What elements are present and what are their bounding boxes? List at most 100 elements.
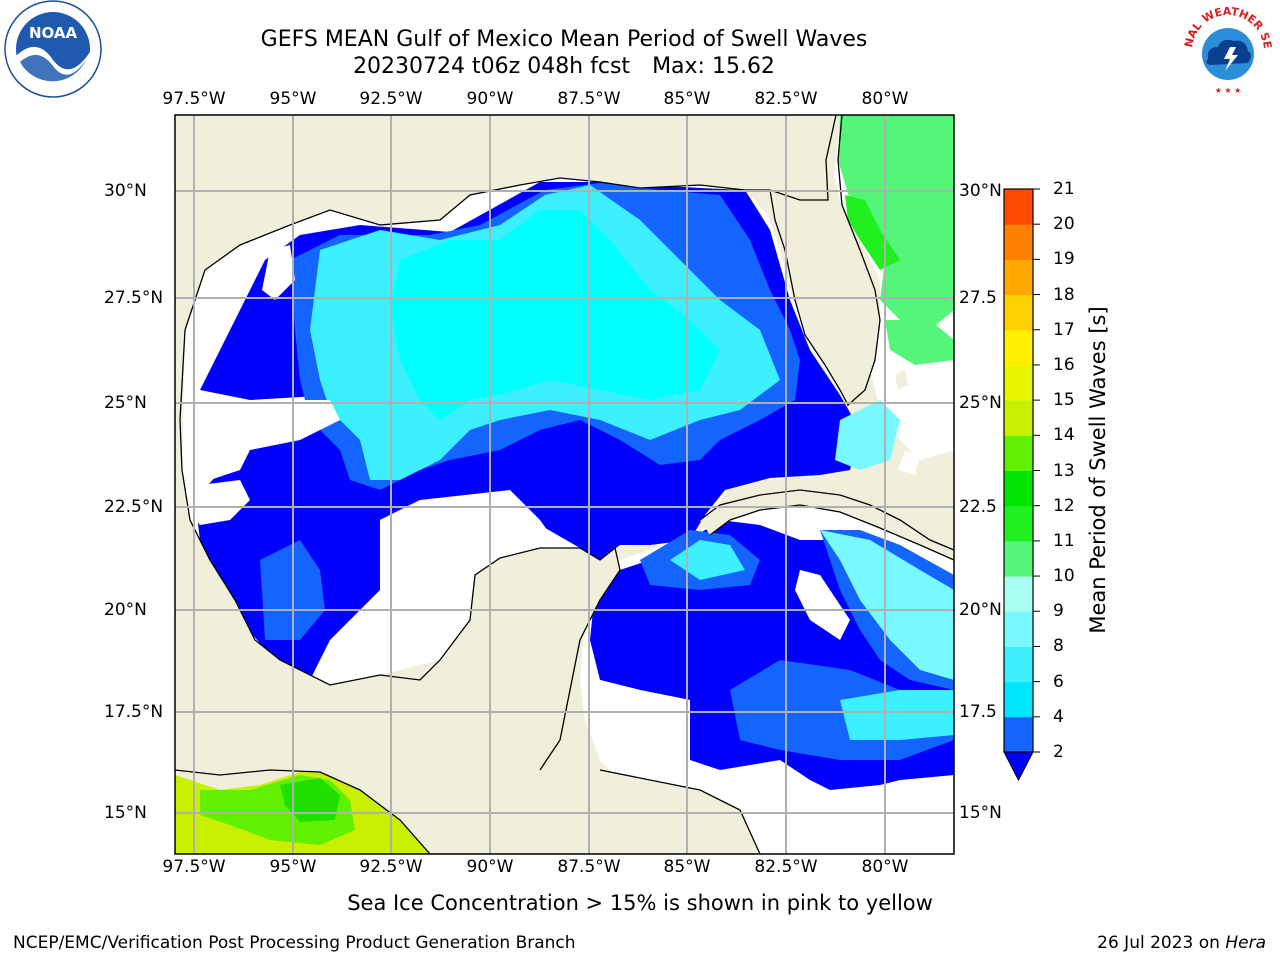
lon-tick-top: 82.5°W <box>754 89 818 109</box>
colorbar-segment <box>1004 611 1033 647</box>
colorbar <box>1003 188 1040 782</box>
swell-band-9-10 <box>838 115 954 330</box>
nodata-patch-4 <box>262 245 295 300</box>
swell-band-10-11 <box>845 195 900 270</box>
colorbar-tick-label: 9 <box>1053 601 1064 622</box>
map-frame <box>174 114 955 855</box>
coastline-central-america <box>175 769 431 854</box>
colorbar-segment <box>1004 505 1033 542</box>
colorbar-tick-label: 10 <box>1053 566 1075 587</box>
lon-tick-bottom: 85°W <box>663 857 711 877</box>
lat-tick-left: 17.5°N <box>104 702 164 722</box>
colorbar-under-arrow <box>1003 751 1034 782</box>
lat-tick-right: 15°N <box>959 803 1002 823</box>
lon-tick-bottom: 80°W <box>861 857 909 877</box>
colorbar-segment <box>1004 681 1033 718</box>
nodata-patch-3 <box>180 480 250 525</box>
pacific-swell-green-2 <box>280 778 340 822</box>
colorbar-segment <box>1004 364 1033 401</box>
lon-tick-bottom: 87.5°W <box>557 857 621 877</box>
colorbar-tick-label: 14 <box>1053 425 1075 446</box>
nodata-patch-7 <box>898 450 920 475</box>
colorbar-tick-label: 15 <box>1053 390 1075 411</box>
max-value: Max: 15.62 <box>652 54 775 79</box>
lat-tick-right: 17.5 <box>959 702 997 722</box>
colorbar-segment <box>1004 540 1033 577</box>
map-subtitle: 20230724 t06z 048h fcst Max: 15.62 <box>164 54 964 80</box>
lon-tick-top: 85°W <box>663 89 711 109</box>
nodata-patch <box>195 400 340 480</box>
colorbar-tick-label: 18 <box>1053 284 1075 305</box>
lon-tick-bottom: 97.5°W <box>162 857 226 877</box>
lon-tick-top: 92.5°W <box>359 89 423 109</box>
colorbar-segment <box>1004 576 1033 612</box>
lat-tick-right: 30°N <box>959 181 1002 201</box>
colorbar-tick-label: 19 <box>1053 249 1075 270</box>
nws-logo: NATIONAL WEATHER SERVICE ★ ★ ★ <box>1178 1 1276 99</box>
coastline-honduras <box>599 769 761 854</box>
colorbar-label: Mean Period of Swell Waves [s] <box>1086 306 1110 634</box>
colorbar-segment <box>1004 646 1033 683</box>
swell-band-4-6-b <box>670 540 745 580</box>
bahamas-land <box>895 370 908 390</box>
colorbar-tick-label: 21 <box>1053 179 1075 199</box>
lat-tick-right: 20°N <box>959 600 1002 620</box>
colorbar-segment <box>1004 189 1033 225</box>
colorbar-tick-label: 16 <box>1053 354 1075 375</box>
coastline-cuba <box>699 489 954 561</box>
lon-tick-bottom: 92.5°W <box>359 857 423 877</box>
colorbar-tick-label: 6 <box>1053 671 1064 692</box>
colorbar-tick-label: 17 <box>1053 319 1075 340</box>
swell-band-4-6-c <box>820 530 954 680</box>
colorbar-tick-label: 4 <box>1053 706 1064 727</box>
colorbar-segment <box>1004 470 1033 507</box>
lon-tick-top: 95°W <box>269 89 317 109</box>
lat-tick-left: 22.5°N <box>104 497 164 517</box>
forecast-time: 20230724 t06z 048h fcst <box>353 54 631 79</box>
footer-host: Hera <box>1225 933 1266 953</box>
lat-tick-left: 30°N <box>104 181 147 201</box>
colorbar-segment <box>1004 294 1033 331</box>
colorbar-segment <box>1004 259 1033 296</box>
colorbar-segment <box>1004 224 1033 260</box>
colorbar-segment <box>1004 435 1033 471</box>
svg-text:NOAA: NOAA <box>29 24 78 42</box>
swell-band-6-8 <box>390 210 720 420</box>
map-title: GEFS MEAN Gulf of Mexico Mean Period of … <box>260 27 868 52</box>
colorbar-tick-label: 11 <box>1053 530 1075 551</box>
footer-org: NCEP/EMC/Verification Post Processing Pr… <box>13 933 576 953</box>
coastline-mexico <box>179 329 621 771</box>
swell-band-9-10-b <box>885 320 954 365</box>
coastline-florida <box>769 115 881 407</box>
lat-tick-left: 27.5°N <box>104 288 164 308</box>
colorbar-segment <box>1004 329 1033 366</box>
graticule <box>175 115 954 854</box>
lat-tick-right: 22.5 <box>959 497 997 517</box>
lat-tick-left: 25°N <box>104 393 147 413</box>
colorbar-tick-label: 8 <box>1053 636 1064 657</box>
lon-tick-bottom: 90°W <box>466 857 514 877</box>
lon-tick-top: 87.5°W <box>557 89 621 109</box>
us-gulf-coast-land <box>175 115 840 520</box>
lat-tick-left: 15°N <box>104 803 147 823</box>
colorbar-tick-label: 12 <box>1053 495 1075 516</box>
sea-ice-note: Sea Ice Concentration > 15% is shown in … <box>0 891 1280 915</box>
lat-tick-right: 25°N <box>959 393 1002 413</box>
mexico-land <box>175 520 430 700</box>
colorbar-tick-label: 2 <box>1053 742 1064 762</box>
florida-land <box>770 115 880 405</box>
svg-text:★ ★ ★: ★ ★ ★ <box>1215 86 1242 95</box>
swell-band-4-6-d <box>840 690 954 740</box>
nodata-patch-6 <box>595 680 690 760</box>
swell-band-4-6-e <box>835 400 900 470</box>
colorbar-tick-label: 20 <box>1053 214 1075 235</box>
noaa-logo: NOAA <box>4 0 102 98</box>
coastline-us <box>184 115 837 331</box>
colorbar-tick-label: 13 <box>1053 460 1075 481</box>
central-america-land <box>175 680 760 854</box>
lon-tick-top: 97.5°W <box>162 89 226 109</box>
lat-tick-right: 27.5 <box>959 288 997 308</box>
lon-tick-bottom: 95°W <box>269 857 317 877</box>
lon-tick-bottom: 82.5°W <box>754 857 818 877</box>
